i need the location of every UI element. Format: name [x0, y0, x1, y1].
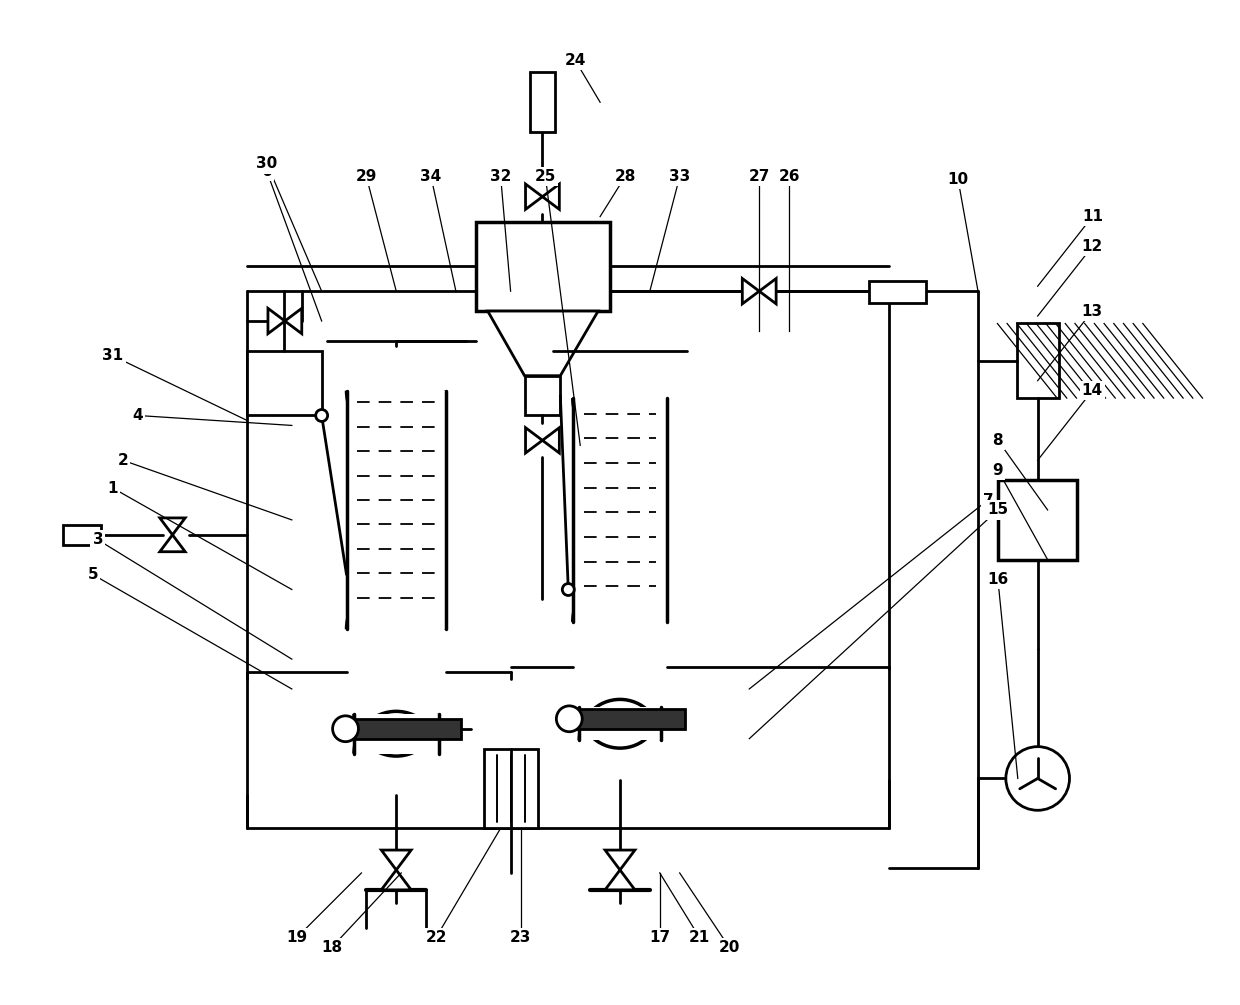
Circle shape [316, 409, 327, 421]
Bar [570, 709, 684, 729]
Bar [476, 221, 610, 312]
Text: 4: 4 [133, 408, 143, 423]
Polygon shape [605, 850, 635, 870]
Text: 29: 29 [356, 169, 377, 184]
Text: 2: 2 [118, 452, 128, 467]
Polygon shape [542, 184, 559, 209]
Polygon shape [160, 535, 185, 552]
Text: 11: 11 [1081, 209, 1102, 224]
Text: 6: 6 [262, 165, 273, 179]
Bar [573, 398, 667, 622]
Polygon shape [382, 870, 412, 889]
Text: 21: 21 [689, 930, 711, 945]
Bar [353, 714, 439, 754]
Circle shape [332, 716, 358, 742]
Circle shape [1006, 747, 1070, 810]
Polygon shape [526, 184, 542, 209]
Text: 17: 17 [650, 930, 671, 945]
Polygon shape [605, 870, 635, 889]
Polygon shape [542, 428, 559, 453]
Bar [998, 480, 1078, 560]
Text: 33: 33 [670, 169, 691, 184]
Bar [63, 525, 100, 545]
Polygon shape [285, 309, 301, 334]
Polygon shape [268, 309, 285, 334]
Text: 27: 27 [749, 169, 770, 184]
Polygon shape [487, 312, 598, 376]
Text: 22: 22 [425, 930, 446, 945]
Bar [529, 72, 556, 132]
Text: 31: 31 [102, 349, 124, 364]
Text: 14: 14 [1081, 383, 1102, 398]
Polygon shape [160, 518, 185, 535]
Polygon shape [382, 850, 412, 870]
Text: 24: 24 [564, 53, 587, 68]
Bar [525, 376, 560, 415]
Text: 23: 23 [510, 930, 531, 945]
Bar [579, 708, 661, 740]
Text: 3: 3 [93, 533, 103, 548]
Text: 28: 28 [614, 169, 636, 184]
Text: 12: 12 [1081, 239, 1104, 254]
Bar [868, 281, 926, 304]
Polygon shape [743, 278, 759, 304]
Text: 32: 32 [490, 169, 511, 184]
Text: 10: 10 [947, 172, 968, 187]
Text: 13: 13 [1081, 304, 1102, 319]
Polygon shape [759, 278, 776, 304]
Text: 5: 5 [88, 567, 98, 582]
Bar [484, 749, 538, 828]
Text: 25: 25 [534, 169, 556, 184]
Text: 1: 1 [108, 480, 118, 495]
Polygon shape [526, 428, 542, 453]
Text: 15: 15 [987, 502, 1008, 518]
Text: 30: 30 [257, 157, 278, 172]
Bar [346, 391, 446, 629]
Text: 26: 26 [779, 169, 800, 184]
Text: 8: 8 [992, 433, 1003, 448]
Text: 20: 20 [719, 940, 740, 955]
Text: 34: 34 [420, 169, 441, 184]
Bar [346, 719, 461, 739]
Text: 16: 16 [987, 572, 1008, 587]
Text: 9: 9 [992, 462, 1003, 477]
Circle shape [557, 706, 583, 732]
Text: 18: 18 [321, 940, 342, 955]
Text: 19: 19 [286, 930, 308, 945]
Bar [1017, 324, 1059, 398]
Circle shape [562, 584, 574, 596]
Text: 7: 7 [982, 492, 993, 508]
Bar [247, 351, 321, 415]
